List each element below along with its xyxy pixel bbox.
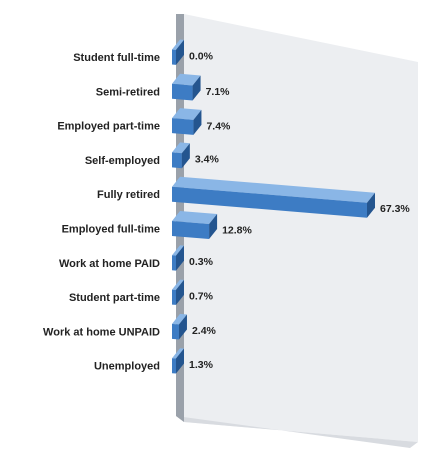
value-label: 7.4% [206, 120, 231, 132]
value-label: 7.1% [206, 86, 231, 98]
bar-front-face [172, 83, 193, 101]
category-label: Work at home UNPAID [43, 326, 160, 338]
bar-top-face [172, 108, 202, 120]
category-label: Employed full-time [62, 224, 160, 236]
bar-front-face [172, 323, 179, 340]
bar [172, 39, 184, 65]
bar-end-face [192, 75, 201, 101]
bar [172, 348, 184, 374]
bar-end-face [367, 192, 375, 218]
value-label: 0.7% [189, 290, 214, 302]
bar-end-face [176, 245, 184, 271]
bar-end-face [176, 279, 184, 305]
bar-end-face [181, 143, 190, 169]
bar-top-face [172, 245, 184, 256]
category-label: Work at home PAID [59, 258, 160, 270]
value-label: 3.4% [195, 154, 220, 166]
category-label: Self-employed [85, 155, 160, 167]
bar-top-face [172, 142, 190, 154]
bar-front-face [172, 49, 176, 65]
bar-end-face [176, 39, 184, 65]
category-label: Student full-time [73, 52, 160, 64]
bar-top-face [172, 348, 184, 359]
bar-end-face [178, 314, 187, 340]
bar [172, 73, 201, 101]
bar-front-face [172, 289, 176, 305]
chart-floor [176, 416, 418, 448]
value-label: 1.3% [189, 359, 214, 371]
bar-end-face [193, 109, 202, 135]
value-label: 0.3% [189, 256, 214, 268]
chart-back-wall [184, 14, 418, 442]
bar-top-face [172, 39, 184, 50]
bar [172, 211, 218, 240]
bar [172, 279, 184, 305]
bar-front-face [172, 186, 367, 218]
chart-bars [172, 39, 375, 374]
bar-top-face [172, 211, 218, 225]
bar-top-face [172, 313, 187, 325]
bar-top-face [172, 176, 375, 203]
bar [172, 176, 375, 218]
bar-top-face [172, 279, 184, 290]
category-label: Unemployed [94, 361, 160, 373]
bar-end-face [176, 348, 184, 374]
chart-labels: Student full-time 0.0% Semi-retired 7.1% Emp… [43, 50, 410, 372]
value-label: 2.4% [192, 325, 217, 337]
category-label: Fully retired [97, 189, 160, 201]
category-label: Student part-time [69, 292, 160, 304]
value-label: 67.3% [380, 203, 410, 215]
category-label: Semi-retired [96, 86, 160, 98]
bar-front-face [172, 221, 210, 240]
bar-front-face [172, 358, 176, 374]
category-label: Employed part-time [57, 121, 160, 133]
value-label: 0.0% [189, 50, 214, 62]
bar-front-face [172, 255, 176, 271]
bar [172, 142, 190, 169]
bar [172, 245, 184, 271]
bar-top-face [172, 73, 201, 86]
bar [172, 108, 202, 135]
bar [172, 313, 187, 340]
bar-front-face [172, 152, 182, 169]
value-label: 12.8% [222, 225, 252, 237]
bar-end-face [209, 214, 218, 240]
bar-front-face [172, 118, 194, 135]
